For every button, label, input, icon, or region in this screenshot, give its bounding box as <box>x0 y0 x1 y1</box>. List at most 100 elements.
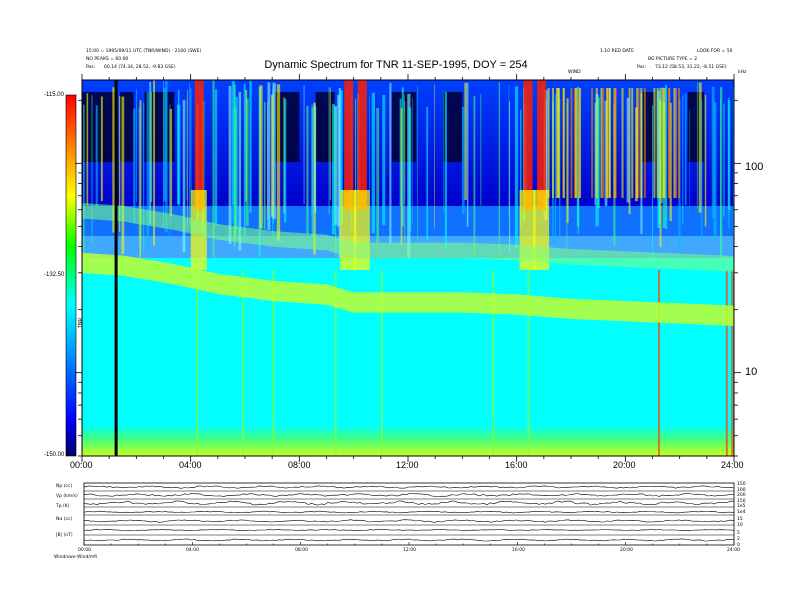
burst-streak <box>83 104 85 260</box>
low-streak <box>272 270 275 456</box>
burst-streak <box>566 98 569 224</box>
dark-patch <box>641 92 656 162</box>
burst-streak <box>249 80 252 213</box>
burst-streak <box>704 94 707 227</box>
burst-streak <box>408 107 412 232</box>
data-gap-line <box>114 80 118 456</box>
intense-burst <box>357 80 367 210</box>
burst-streak <box>662 88 665 198</box>
y-tick-label: 10 <box>745 366 758 378</box>
burst-streak <box>332 103 335 235</box>
burst-streak <box>508 101 511 253</box>
burst-streak <box>461 106 465 214</box>
burst-streak <box>235 96 238 230</box>
x-tick-label: 08:00 <box>288 460 311 470</box>
burst-streak <box>720 99 721 259</box>
header-pos-left-label: Pos: <box>86 65 96 70</box>
burst-streak <box>466 82 469 227</box>
burst-streak <box>673 88 676 198</box>
burst-streak <box>176 104 181 205</box>
burst-streak <box>443 90 445 213</box>
panel-footer: Wind/swe Wind/mfi <box>54 555 98 560</box>
panel-right-tick: 0 <box>737 543 740 548</box>
low-streak <box>492 270 495 456</box>
burst-streak <box>140 100 142 239</box>
burst-streak <box>138 107 140 246</box>
burst-streak <box>678 88 681 198</box>
burst-streak <box>86 93 89 206</box>
solar-wind-trace <box>83 538 735 542</box>
burst-streak <box>100 96 103 202</box>
burst-streak <box>684 93 687 206</box>
burst-streak <box>656 88 659 198</box>
burst-streak <box>652 105 654 260</box>
burst-streak <box>698 82 702 213</box>
solar-wind-trace <box>84 519 735 523</box>
burst-streak <box>169 108 173 217</box>
panel-label-alpha: Nα (cc) <box>56 517 73 522</box>
panel-label-temperature: Tp (K) <box>56 504 70 509</box>
panel-x-tick: 16:00 <box>512 548 525 553</box>
burst-streak <box>621 88 624 198</box>
burst-streak <box>121 96 125 255</box>
burst-streak <box>663 88 666 198</box>
intense-burst <box>523 80 533 210</box>
burst-streak <box>640 88 643 198</box>
burst-streak <box>399 98 402 206</box>
colorbar-tick-max: -115.00 <box>44 92 64 98</box>
burst-streak <box>231 108 235 223</box>
intense-burst <box>194 80 204 210</box>
burst-streak <box>604 100 608 206</box>
burst-streak <box>267 82 271 230</box>
x-tick-label: 24:00 <box>721 460 744 470</box>
y-tick-label: 100 <box>745 161 764 173</box>
low-streak <box>380 270 383 456</box>
burst-streak <box>579 88 582 198</box>
colorbar-tick-mid: -132.50 <box>44 272 65 278</box>
spacecraft-marker-label: WIND <box>568 70 581 75</box>
panel-x-tick: 20:00 <box>620 548 633 553</box>
burst-streak <box>91 95 93 246</box>
low-streak <box>527 270 530 456</box>
burst-streak <box>369 96 370 240</box>
burst-streak <box>631 88 634 198</box>
plasma-line-band <box>82 252 734 326</box>
burst-streak <box>637 88 640 198</box>
dark-patch <box>315 92 335 162</box>
burst-streak <box>267 101 268 220</box>
panel-label-velocity: Vp (km/s) <box>56 494 78 499</box>
burst-streak <box>562 88 565 198</box>
burst-streak <box>228 86 232 244</box>
burst-streak <box>700 99 703 243</box>
x-tick-label: 04:00 <box>179 460 202 470</box>
low-streak <box>657 270 660 456</box>
burst-streak <box>329 87 331 201</box>
solar-wind-trace <box>83 529 735 532</box>
panel-label-density: Np (cc) <box>56 484 73 489</box>
low-streak <box>334 270 337 456</box>
burst-streak <box>626 97 630 203</box>
burst-streak <box>696 82 698 209</box>
burst-streak <box>643 88 646 198</box>
x-tick-label: 16:00 <box>505 460 528 470</box>
burst-streak <box>371 92 376 234</box>
panel-right-tick: 5 <box>737 531 740 536</box>
burst-streak <box>182 99 186 253</box>
solar-wind-trace <box>83 510 735 514</box>
burst-streak <box>628 87 631 215</box>
burst-streak <box>723 103 725 217</box>
burst-streak <box>149 82 152 224</box>
burst-streak <box>575 88 578 198</box>
burst-streak <box>675 88 678 198</box>
burst-streak <box>136 89 137 202</box>
intense-burst <box>537 80 547 210</box>
burst-streak <box>186 100 188 201</box>
low-streak <box>196 270 199 456</box>
low-streak <box>725 270 728 456</box>
low-streak <box>731 270 734 456</box>
burst-streak <box>95 105 98 209</box>
burst-streak <box>602 88 605 198</box>
burst-streak <box>608 88 611 198</box>
burst-streak <box>520 109 522 227</box>
